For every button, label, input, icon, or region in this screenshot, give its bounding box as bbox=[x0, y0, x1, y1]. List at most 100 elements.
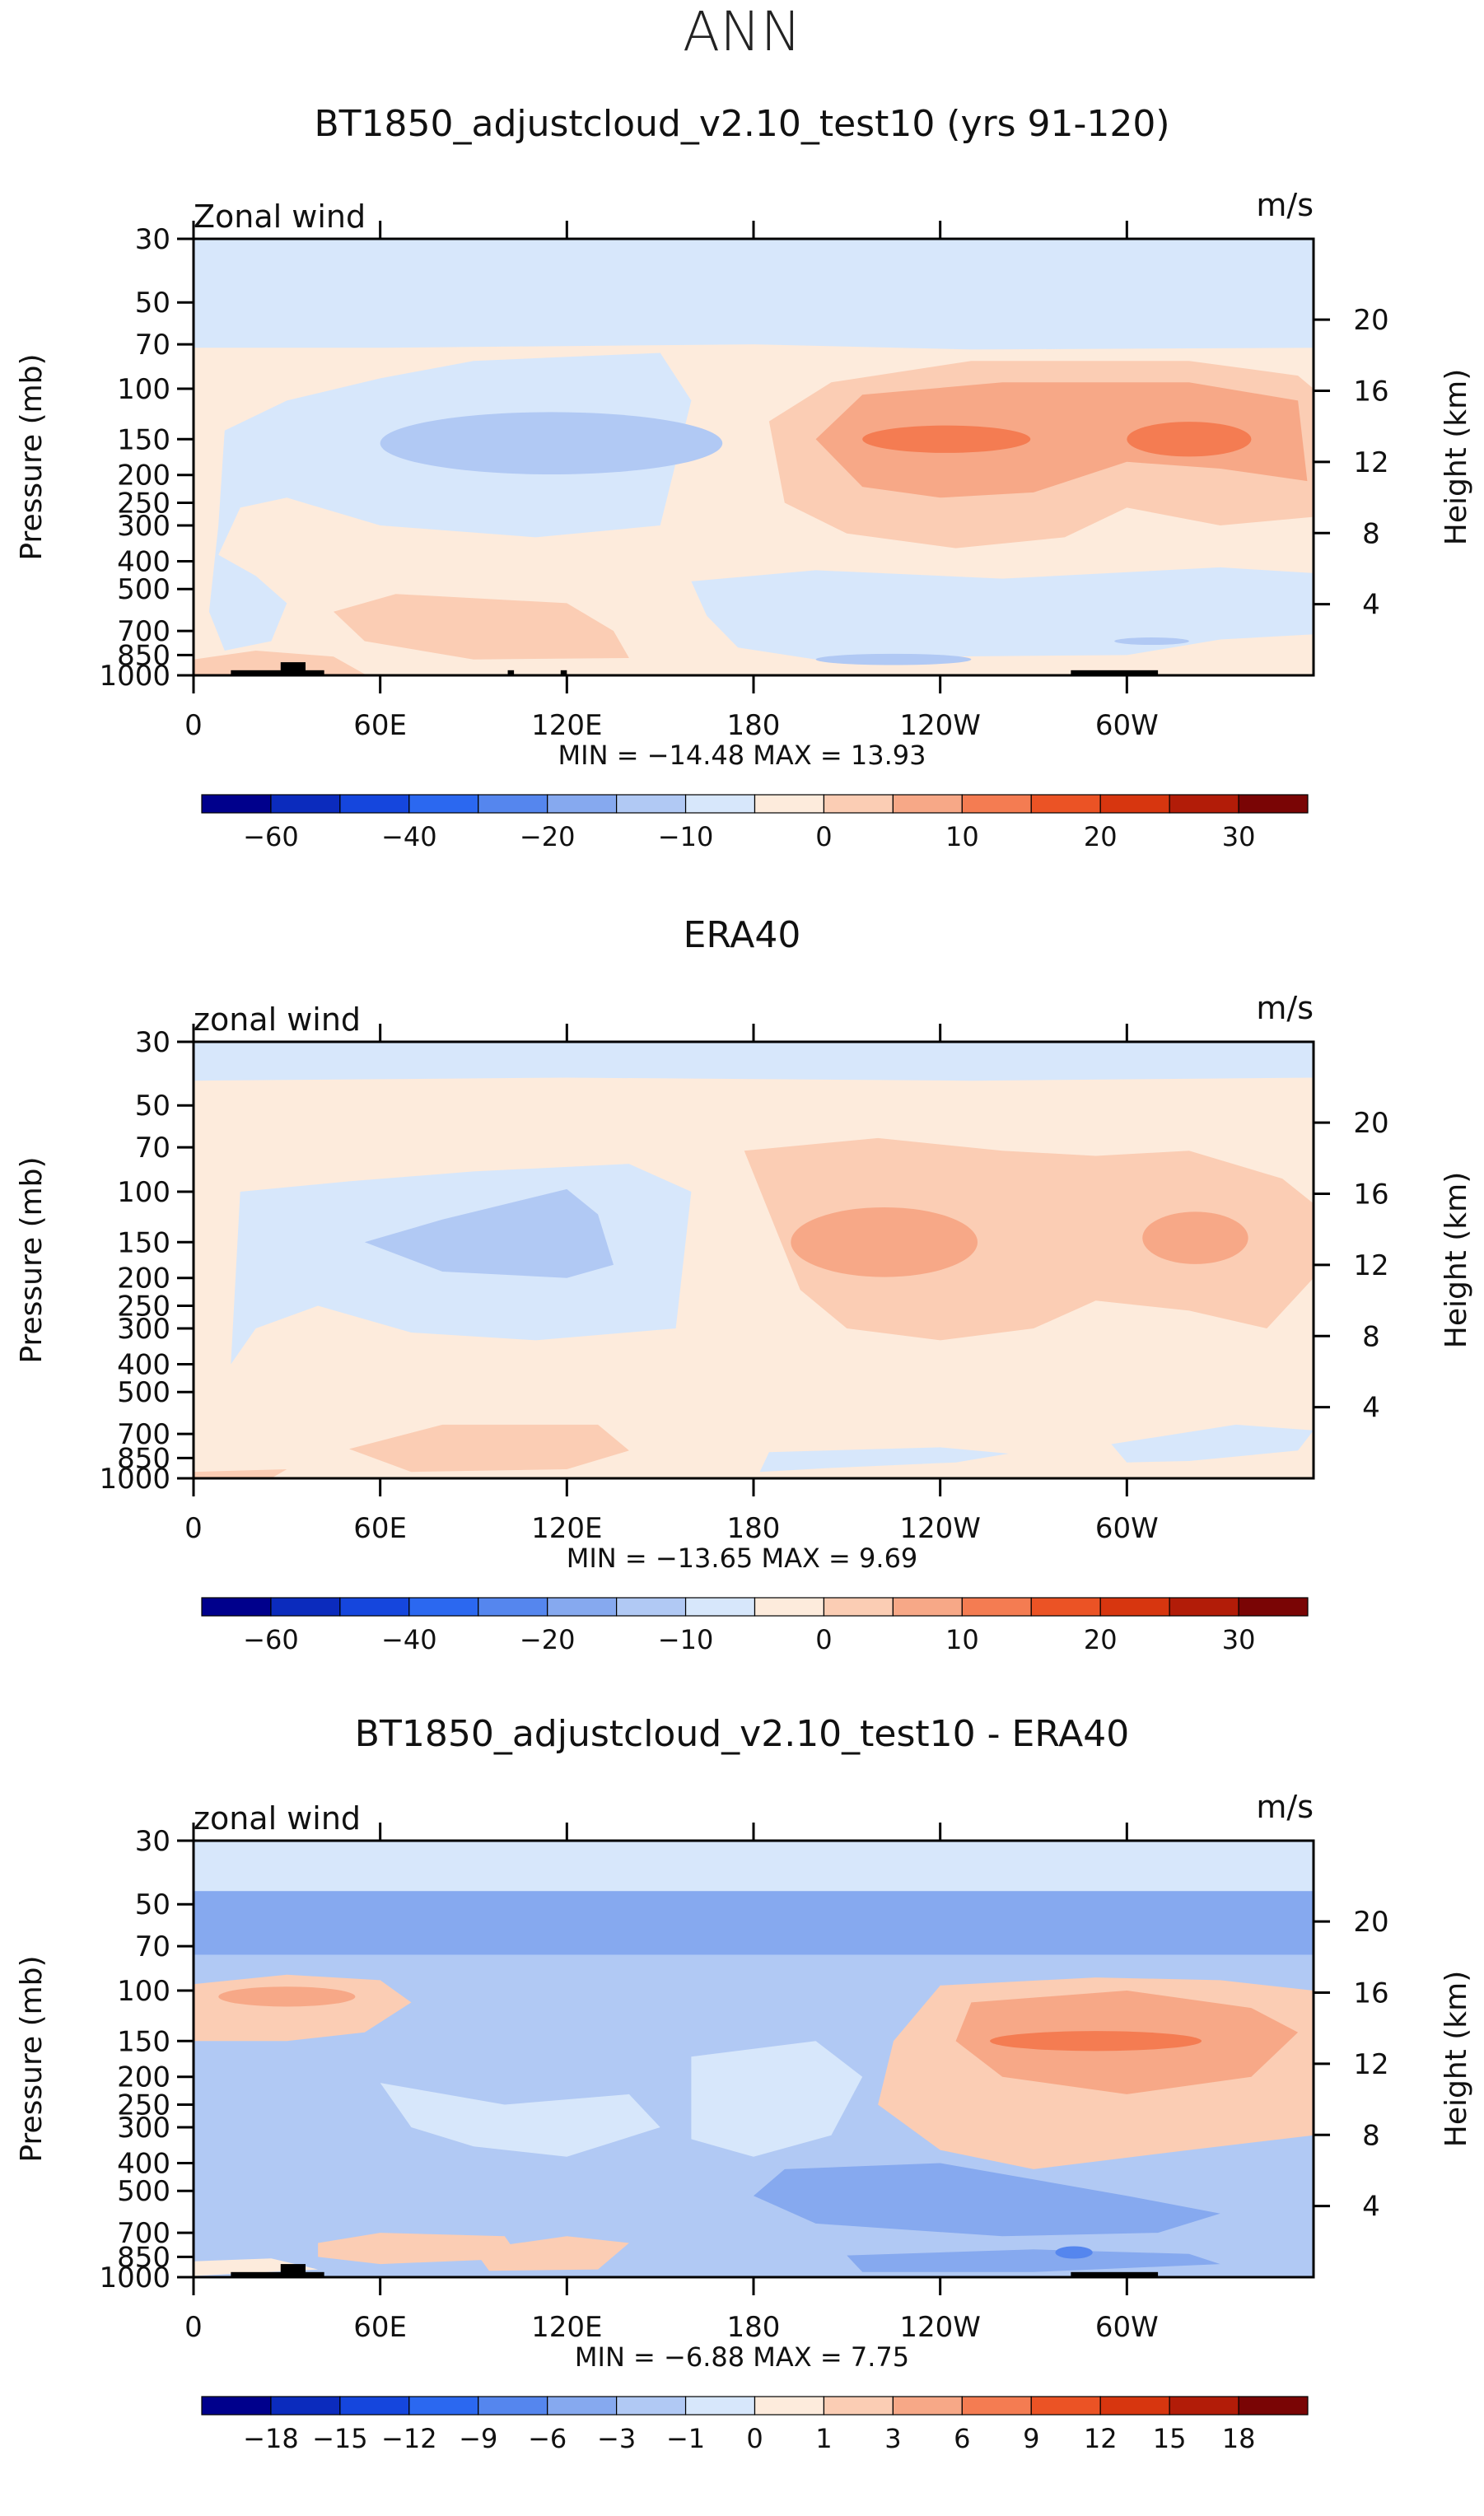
colorbar-label: −60 bbox=[243, 821, 299, 852]
field-lower-easterlies-2 bbox=[1111, 1424, 1314, 1463]
field-lower-westerlies bbox=[348, 1424, 629, 1473]
colorbar-swatch bbox=[547, 1597, 618, 1617]
colorbar-label: 0 bbox=[815, 821, 832, 852]
x-tick-label: 180 bbox=[727, 1512, 781, 1545]
variable-label: Zonal wind bbox=[194, 198, 366, 235]
x-tick-label: 60W bbox=[1095, 1512, 1159, 1545]
colorbar-swatch bbox=[616, 2396, 687, 2416]
y-tick-label: 150 bbox=[117, 1226, 170, 1259]
colorbar-swatch bbox=[547, 2396, 618, 2416]
y2-tick-label: 20 bbox=[1353, 1107, 1388, 1140]
x-tick-label: 0 bbox=[184, 1512, 203, 1545]
field-strat-easterlies bbox=[194, 1042, 1314, 1081]
y-tick-label: 1000 bbox=[99, 2262, 170, 2294]
x-tick-label: 120W bbox=[899, 709, 981, 742]
field-neg-diff-light-2 bbox=[691, 2041, 863, 2157]
y-tick-label: 850 bbox=[117, 639, 170, 672]
colorbar-label: −6 bbox=[528, 2423, 567, 2454]
colorbar-label: −15 bbox=[312, 2423, 368, 2454]
colorbar-label: 30 bbox=[1222, 1624, 1256, 1655]
colorbar-swatch bbox=[754, 794, 825, 814]
colorbar-label: −9 bbox=[459, 2423, 497, 2454]
y2-tick-label: 4 bbox=[1362, 589, 1380, 622]
x-tick-label: 120W bbox=[899, 2311, 981, 2344]
y-tick-label: 30 bbox=[135, 1825, 170, 1858]
field-easterly-core bbox=[364, 1188, 614, 1278]
colorbar-swatch bbox=[339, 2396, 410, 2416]
colorbar-label: 0 bbox=[746, 2423, 763, 2454]
x-tick-label: 120E bbox=[531, 1512, 602, 1545]
colorbar-label: 20 bbox=[1084, 821, 1118, 852]
y-axis-title: Pressure (mb) bbox=[15, 353, 49, 560]
colorbar-swatch bbox=[961, 1597, 1032, 1617]
colorbar-swatch bbox=[478, 2396, 548, 2416]
colorbar-swatch bbox=[823, 1597, 894, 1617]
colorbar-label: 12 bbox=[1084, 2423, 1118, 2454]
y2-tick-label: 16 bbox=[1353, 1977, 1388, 2010]
y-tick-label: 50 bbox=[135, 287, 170, 320]
field-neg-diff-lower bbox=[847, 2249, 1220, 2272]
field-neg-diff-strong bbox=[754, 2163, 1220, 2237]
x-tick-label: 60E bbox=[353, 1512, 407, 1545]
colorbar bbox=[201, 2396, 1309, 2416]
colorbar-swatch bbox=[201, 1597, 272, 1617]
y2-tick-label: 4 bbox=[1362, 2191, 1380, 2224]
x-tick-label: 120E bbox=[531, 709, 602, 742]
colorbar-label: −3 bbox=[597, 2423, 636, 2454]
colorbar-swatch bbox=[270, 2396, 341, 2416]
y2-tick-label: 16 bbox=[1353, 1179, 1388, 1211]
y-axis-title: Pressure (mb) bbox=[15, 1156, 49, 1363]
colorbar-swatch bbox=[201, 794, 272, 814]
field-lower-easterly-core-2 bbox=[1114, 637, 1189, 646]
contour-field bbox=[194, 1841, 1314, 2277]
y-axis-title: Pressure (mb) bbox=[15, 1955, 49, 2162]
x-tick-label: 180 bbox=[727, 2311, 781, 2344]
colorbar-swatch bbox=[1099, 1597, 1170, 1617]
colorbar-label: −18 bbox=[243, 2423, 299, 2454]
colorbar-swatch bbox=[1169, 794, 1239, 814]
y-tick-label: 150 bbox=[117, 2025, 170, 2058]
y-tick-label: 100 bbox=[117, 1975, 170, 2008]
y-tick-label: 200 bbox=[117, 1263, 170, 1295]
y-tick-label: 70 bbox=[135, 1132, 170, 1165]
y2-tick-label: 20 bbox=[1353, 1906, 1388, 1939]
topography-mask bbox=[231, 2271, 324, 2277]
units-label: m/s bbox=[1256, 990, 1314, 1026]
field-jet-core-east bbox=[1142, 1211, 1248, 1264]
y2-axis-title: Height (km) bbox=[1440, 1172, 1473, 1348]
colorbar-swatch bbox=[270, 1597, 341, 1617]
x-tick-label: 60W bbox=[1095, 2311, 1159, 2344]
colorbar-swatch bbox=[1169, 1597, 1239, 1617]
y-tick-label: 1000 bbox=[99, 660, 170, 693]
y-tick-label: 400 bbox=[117, 1349, 170, 1382]
colorbar-swatch bbox=[1238, 1597, 1309, 1617]
min-max-stats: MIN = −14.48 MAX = 13.93 bbox=[558, 740, 926, 771]
colorbar-label: −10 bbox=[658, 821, 714, 852]
x-tick-label: 180 bbox=[727, 709, 781, 742]
y-tick-label: 250 bbox=[117, 2089, 170, 2122]
field-westerly-diff-right-core bbox=[990, 2031, 1202, 2052]
panel-era40: ERA40 zonal wind m/s 0 60E 120E 180 120W 60W 30 50… bbox=[15, 914, 1473, 1655]
colorbar-swatch bbox=[616, 1597, 687, 1617]
y-tick-label: 250 bbox=[117, 487, 170, 520]
colorbar-label: 9 bbox=[1023, 2423, 1039, 2454]
field-pos-diff-lower bbox=[318, 2233, 520, 2265]
colorbar bbox=[201, 794, 1309, 814]
variable-label: zonal wind bbox=[194, 1001, 361, 1038]
y2-tick-label: 12 bbox=[1353, 2048, 1388, 2081]
x-tick-label: 120E bbox=[531, 2311, 602, 2344]
field-jet-core-west bbox=[791, 1207, 978, 1277]
colorbar-swatch bbox=[1030, 1597, 1101, 1617]
colorbar-label: 0 bbox=[815, 1624, 832, 1655]
colorbar-label: −40 bbox=[381, 821, 437, 852]
colorbar-label: 20 bbox=[1084, 1624, 1118, 1655]
field-lower-easterlies bbox=[691, 567, 1314, 660]
field-pos-diff-surface bbox=[194, 2258, 319, 2276]
colorbar-swatch bbox=[547, 794, 618, 814]
field-lower-easterlies bbox=[759, 1447, 1009, 1473]
y-tick-label: 500 bbox=[117, 573, 170, 606]
page-title: ANN bbox=[683, 0, 801, 63]
x-tick-label: 60W bbox=[1095, 709, 1159, 742]
y-tick-label: 150 bbox=[117, 423, 170, 456]
panel-title: BT1850_adjustcloud_v2.10_test10 (yrs 91-… bbox=[314, 103, 1169, 145]
